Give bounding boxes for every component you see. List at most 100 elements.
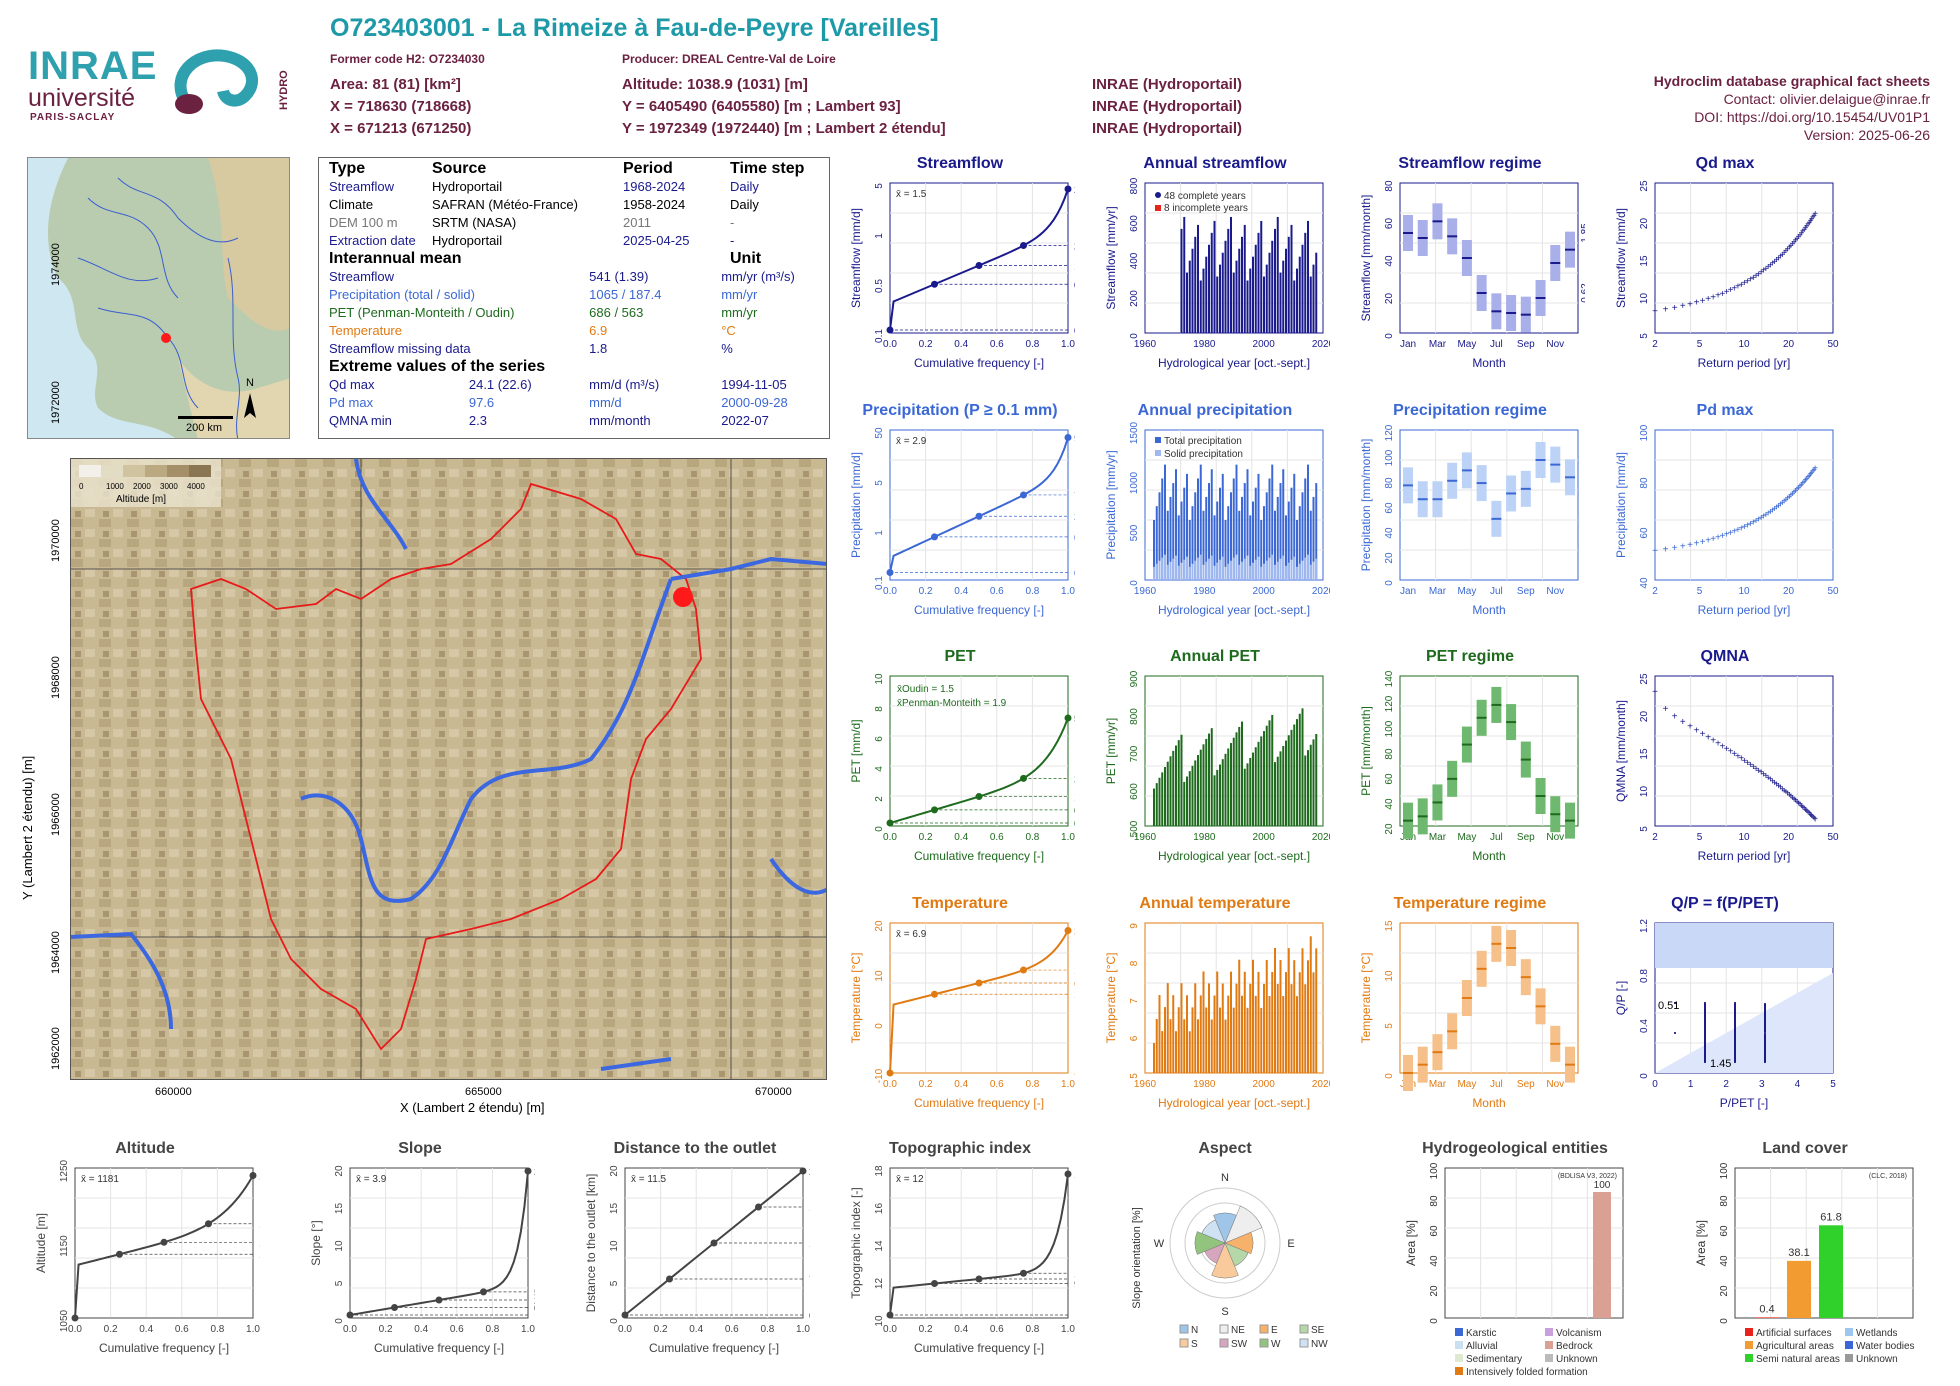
rp-point: + <box>1776 781 1782 792</box>
annual-bar <box>1279 483 1282 580</box>
rp-point: + <box>1724 744 1730 755</box>
x-axis-label: Hydrological year [oct.-sept.] <box>1158 356 1310 370</box>
rp-point: + <box>1720 289 1726 300</box>
rp-point: + <box>1803 476 1809 487</box>
chart-title: Altitude <box>115 1140 175 1157</box>
annual-bar <box>1197 1019 1199 1073</box>
mean-unit: °C <box>721 323 736 338</box>
x-tick-label: 2000 <box>1253 1079 1276 1090</box>
chart-distance_outlet: Distance to the outlet Cumulative frequen… <box>580 1140 810 1380</box>
annual-bar <box>1309 276 1312 333</box>
x-tick-label: 0.2 <box>919 1324 933 1335</box>
rp-point: + <box>1793 236 1799 247</box>
rp-point: + <box>1731 749 1737 760</box>
quartile-point <box>1020 242 1027 250</box>
rp-point: + <box>1672 303 1678 314</box>
y-tick-label: 100 <box>1639 424 1650 441</box>
bigmap-xtick: 660000 <box>155 1086 192 1098</box>
rp-point: + <box>1808 216 1814 227</box>
annual-bar <box>1282 996 1285 1073</box>
y-tick-label: 800 <box>1129 177 1140 194</box>
rp-point: + <box>1663 305 1669 316</box>
rp-point: + <box>1694 298 1700 309</box>
qp-point <box>1704 1035 1706 1037</box>
extreme-unit: mm/d <box>589 395 622 410</box>
annual-bar <box>1202 510 1205 580</box>
rp-point: + <box>1680 717 1686 728</box>
bigmap-ytick: 1964000 <box>50 931 62 974</box>
x-tick-label: 0.6 <box>990 1324 1004 1335</box>
annual-bar <box>1155 506 1158 580</box>
rp-point: + <box>1687 540 1693 551</box>
landcover-bar <box>1787 1260 1811 1318</box>
inrae-logo: INRAE <box>28 44 158 88</box>
y-tick-label: 1 <box>874 530 885 536</box>
x-tick-label: 0.4 <box>414 1324 428 1335</box>
rp-point: + <box>1803 223 1809 234</box>
annual-bar <box>1307 464 1309 580</box>
legend-total: Total precipitation <box>1164 436 1242 447</box>
rp-point: + <box>1809 811 1815 822</box>
rp-point: + <box>1694 539 1700 550</box>
x-tick-label: 1980 <box>1193 1079 1216 1090</box>
mean-row: PET (Penman-Monteith / Oudin) 686 / 563 mm… <box>329 304 819 322</box>
month-label: Jan <box>1400 339 1416 350</box>
x-tick-label: 0.8 <box>760 1324 774 1335</box>
rp-point: + <box>1694 725 1700 736</box>
quartile-point <box>975 512 983 520</box>
quartile-point <box>886 1311 894 1319</box>
qp-point <box>1704 1060 1706 1062</box>
rp-point: + <box>1763 264 1769 275</box>
chart-title: PET <box>944 648 976 665</box>
y-tick-label: 2 <box>874 796 885 802</box>
info-row: Climate SAFRAN (Météo-France) 1958-2024 Dai… <box>329 196 819 214</box>
y-tick-label: 5 <box>609 1280 620 1286</box>
annual-bar <box>1161 772 1164 826</box>
qp-point <box>1734 1037 1736 1039</box>
quartile-point <box>435 1296 443 1304</box>
info-source: SAFRAN (Météo-France) <box>432 197 578 212</box>
annual-bar <box>1271 971 1274 1073</box>
info-step: Daily <box>730 197 759 212</box>
annual-bar <box>1177 1007 1180 1073</box>
qp-point <box>1734 1054 1736 1056</box>
rp-point: + <box>1803 805 1809 816</box>
x-tick-label: 0.2 <box>919 586 933 597</box>
landcover-legend: Water bodies <box>1856 1341 1915 1352</box>
x-axis-label: Month <box>1472 603 1505 617</box>
x-tick-label: 0.6 <box>990 586 1004 597</box>
y-tick-label: 0.4 <box>1639 1019 1650 1033</box>
quartile-point <box>480 1288 487 1296</box>
qp-point <box>1704 1031 1706 1033</box>
annual-bar <box>1260 520 1263 580</box>
mean-value: 1065 / 187.4 <box>589 287 662 302</box>
qp-point <box>1764 1051 1766 1053</box>
month-label: Mar <box>1429 339 1447 350</box>
qp-point <box>1704 1006 1706 1008</box>
y-axis-label: Q/P [-] <box>1614 981 1628 1015</box>
rp-point: + <box>1745 276 1751 287</box>
annual-bar <box>1213 515 1216 580</box>
annual-bar <box>1188 1031 1191 1073</box>
extreme-row: Pd max 97.6 mm/d 2000-09-28 <box>329 394 819 412</box>
rp-point: + <box>1811 211 1817 222</box>
annual-bar <box>1166 510 1169 580</box>
qp-point <box>1704 1011 1706 1013</box>
rp-point: + <box>1801 804 1807 815</box>
landcover-legend: Agricultural areas <box>1756 1341 1834 1352</box>
x-tick-label: 0.0 <box>618 1324 632 1335</box>
quartile-point <box>975 793 983 801</box>
qp-point <box>1734 1056 1736 1058</box>
rp-point: + <box>1806 471 1812 482</box>
annual-bar <box>1290 224 1293 333</box>
qp-point <box>1764 1038 1766 1040</box>
x-tick-label: 2000 <box>1253 586 1276 597</box>
x-axis-label: Cumulative frequency [-] <box>649 1341 779 1355</box>
annual-bar <box>1243 483 1246 580</box>
month-label: Nov <box>1546 586 1564 597</box>
month-label: Sep <box>1517 339 1535 350</box>
qp-point <box>1764 1019 1766 1021</box>
x-tick-label: 10 <box>1738 586 1750 597</box>
y-axis-label: Area [%] <box>1694 1220 1708 1266</box>
rp-point: + <box>1798 480 1804 491</box>
